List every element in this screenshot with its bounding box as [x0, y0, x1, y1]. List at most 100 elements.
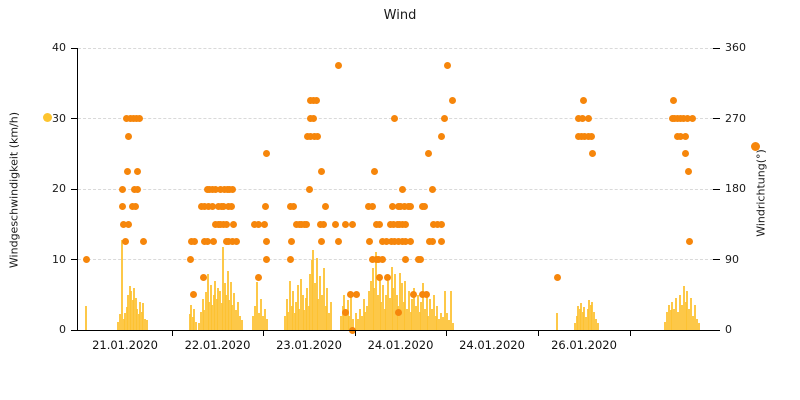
- wind-speed-bar: [370, 280, 372, 330]
- wind-speed-bar: [190, 304, 192, 330]
- wind-speed-bar: [306, 287, 308, 330]
- wind-speed-bar: [404, 280, 406, 330]
- wind-speed-bar: [450, 290, 452, 330]
- wind-direction-dot: [390, 238, 398, 246]
- right-tick-label: 0: [725, 323, 732, 336]
- wind-speed-bar: [438, 318, 440, 330]
- wind-speed-bar: [297, 284, 299, 330]
- wind-direction-dot: [375, 273, 383, 281]
- wind-direction-dot: [122, 115, 130, 122]
- wind-direction-dot: [579, 97, 587, 105]
- wind-speed-bar: [380, 301, 382, 330]
- wind-speed-bar: [124, 313, 126, 330]
- wind-speed-bar: [391, 266, 393, 330]
- wind-speed-bar: [211, 304, 213, 330]
- wind-direction-dot: [422, 291, 430, 299]
- wind-speed-bar: [694, 304, 696, 330]
- wind-speed-bar: [205, 291, 207, 330]
- wind-speed-bar: [292, 290, 294, 330]
- wind-speed-bar: [289, 280, 291, 330]
- wind-speed-bar: [139, 301, 141, 330]
- wind-speed-bar: [264, 308, 266, 330]
- wind-speed-bar: [593, 311, 595, 330]
- wind-speed-bar: [323, 267, 325, 330]
- wind-direction-dot: [437, 238, 445, 246]
- wind-direction-dot: [346, 291, 354, 299]
- wind-direction-dot: [331, 220, 339, 228]
- wind-direction-dot: [588, 150, 596, 158]
- wind-direction-dot: [394, 308, 402, 316]
- wind-speed-bar: [696, 318, 698, 330]
- wind-speed-bar: [294, 313, 296, 330]
- wind-speed-bar: [368, 290, 370, 330]
- direction-legend-marker-icon: [750, 141, 760, 151]
- left-tick: [71, 259, 78, 261]
- wind-direction-dot: [219, 203, 227, 211]
- wind-speed-bar: [579, 308, 581, 330]
- wind-speed-bar: [397, 306, 399, 330]
- wind-direction-dot: [684, 167, 692, 175]
- wind-speed-bar: [123, 318, 125, 330]
- wind-direction-dot: [388, 203, 396, 211]
- wind-direction-dot: [119, 220, 127, 228]
- wind-speed-bar: [286, 298, 288, 330]
- wind-speed-bar: [340, 315, 342, 330]
- wind-direction-dot: [437, 220, 445, 228]
- wind-direction-dot: [574, 115, 582, 122]
- wind-speed-bar: [138, 314, 140, 330]
- wind-speed-bar: [326, 287, 328, 330]
- wind-direction-dot: [260, 220, 268, 228]
- wind-direction-dot: [679, 115, 687, 122]
- wind-direction-dot: [313, 132, 321, 140]
- wind-speed-bar: [411, 298, 413, 330]
- x-tick: [355, 330, 357, 336]
- wind-direction-dot: [133, 167, 141, 175]
- x-tick: [630, 330, 632, 336]
- wind-speed-bar: [446, 313, 448, 330]
- wind-direction-dot: [401, 256, 409, 263]
- wind-direction-dot: [341, 220, 349, 228]
- wind-direction-dot: [321, 203, 329, 211]
- wind-direction-dot: [139, 238, 147, 246]
- wind-speed-bar: [222, 246, 224, 330]
- wind-direction-dot: [580, 132, 588, 140]
- wind-direction-dot: [681, 132, 689, 140]
- x-tick-label: 22.01.2020: [184, 338, 251, 352]
- wind-direction-dot: [287, 238, 295, 246]
- wind-speed-bar: [300, 279, 302, 330]
- wind-direction-dot: [224, 238, 232, 246]
- left-tick-label: 30: [52, 111, 66, 125]
- wind-speed-bar: [379, 276, 381, 330]
- right-tick-label: 270: [725, 111, 746, 125]
- wind-direction-dot: [375, 220, 383, 228]
- wind-speed-bar: [384, 308, 386, 330]
- wind-speed-bar: [210, 284, 212, 330]
- wind-direction-dot: [394, 238, 402, 246]
- wind-speed-bar: [408, 290, 410, 330]
- wind-speed-bar: [587, 308, 589, 330]
- wind-speed-bar: [597, 322, 599, 330]
- wind-speed-bar: [224, 283, 226, 330]
- right-tick: [713, 188, 720, 190]
- wind-direction-dot: [190, 238, 198, 246]
- wind-speed-bar: [347, 300, 349, 330]
- x-tick: [538, 330, 540, 336]
- wind-speed-bar: [319, 276, 321, 330]
- wind-speed-bar: [671, 301, 673, 330]
- wind-speed-bar: [198, 322, 200, 330]
- right-tick-label: 180: [725, 182, 746, 195]
- wind-speed-bar: [577, 306, 579, 330]
- x-axis-line: [77, 330, 719, 332]
- wind-direction-dot: [199, 273, 207, 281]
- wind-speed-bar: [291, 306, 293, 330]
- wind-speed-bar: [295, 301, 297, 330]
- wind-speed-bar: [202, 298, 204, 330]
- right-tick: [713, 118, 720, 120]
- wind-direction-dot: [317, 167, 325, 175]
- wind-direction-dot: [317, 238, 325, 246]
- wind-speed-bar: [345, 311, 347, 330]
- wind-direction-dot: [306, 132, 314, 140]
- wind-speed-bar: [403, 301, 405, 330]
- wind-speed-bar: [350, 291, 352, 330]
- wind-direction-dot: [676, 132, 684, 140]
